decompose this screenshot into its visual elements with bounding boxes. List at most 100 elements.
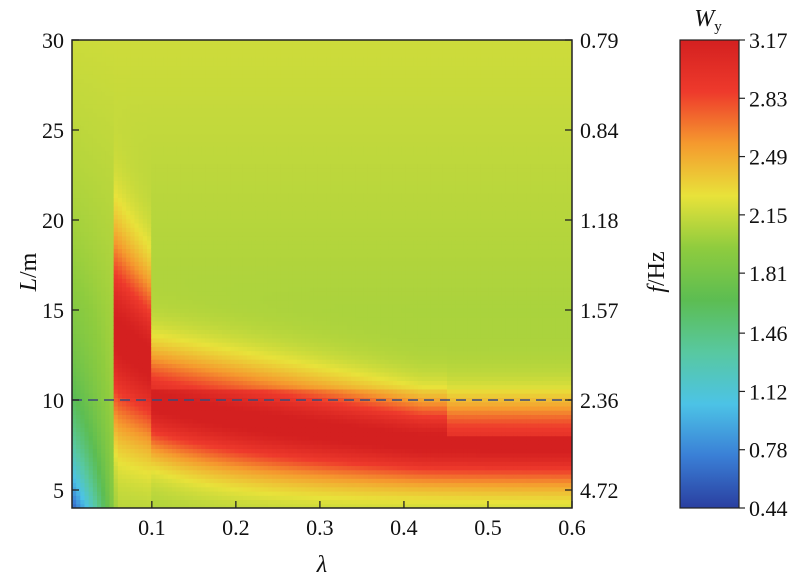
heatmap-cell <box>88 40 94 45</box>
heatmap-cell <box>234 210 240 216</box>
heatmap-cell <box>72 478 77 484</box>
heatmap-cell <box>176 490 181 496</box>
heatmap-cell <box>76 286 81 292</box>
heatmap-cell <box>84 252 90 258</box>
heatmap-cell <box>184 256 190 262</box>
heatmap-cell <box>201 418 206 424</box>
heatmap-cell <box>247 371 252 377</box>
heatmap-cell <box>172 167 177 173</box>
heatmap-cell <box>113 371 119 377</box>
heatmap-cell <box>247 367 252 373</box>
heatmap-cell <box>117 214 123 220</box>
heatmap-cell <box>242 359 248 364</box>
heatmap-cell <box>155 503 161 508</box>
heatmap-cell <box>130 312 136 318</box>
heatmap-cell <box>142 329 148 335</box>
heatmap-cell <box>130 261 136 267</box>
heatmap-cell <box>105 197 111 203</box>
heatmap-cell <box>188 410 194 415</box>
heatmap-cell <box>80 163 86 169</box>
heatmap-cell <box>205 108 211 113</box>
heatmap-cell <box>88 435 94 441</box>
heatmap-cell <box>255 103 261 109</box>
heatmap-cell <box>205 405 211 411</box>
heatmap-cell <box>172 316 177 322</box>
heatmap-cell <box>259 495 265 501</box>
heatmap-cell <box>209 478 215 484</box>
heatmap-cell <box>76 205 81 211</box>
heatmap-cell <box>226 197 231 203</box>
heatmap-cell <box>192 291 198 296</box>
heatmap-cell <box>247 422 252 428</box>
heatmap-cell <box>151 108 156 113</box>
heatmap-cell <box>217 197 223 203</box>
heatmap-cell <box>213 461 219 467</box>
heatmap-cell <box>234 465 240 471</box>
heatmap-cell <box>138 159 144 164</box>
heatmap-cell <box>122 44 127 50</box>
heatmap-cell <box>122 295 127 301</box>
heatmap-cell <box>172 142 177 147</box>
heatmap-cell <box>230 40 236 45</box>
heatmap-cell <box>172 452 177 458</box>
heatmap-cell <box>76 150 81 156</box>
heatmap-cell <box>72 431 77 437</box>
heatmap-cell <box>117 363 123 369</box>
heatmap-cell <box>155 159 161 164</box>
heatmap-cell <box>92 393 98 398</box>
heatmap-cell <box>117 495 123 501</box>
heatmap-cell <box>234 367 240 373</box>
heatmap-cell <box>72 125 77 130</box>
heatmap-cell <box>147 473 152 479</box>
heatmap-cell <box>155 478 161 484</box>
heatmap-cell <box>222 171 227 177</box>
heatmap-cell <box>259 308 265 313</box>
heatmap-cell <box>117 95 123 101</box>
heatmap-cell <box>222 456 227 462</box>
heatmap-cell <box>213 44 219 50</box>
heatmap-cell <box>138 337 144 343</box>
heatmap-cell <box>209 303 215 309</box>
heatmap-cell <box>97 503 102 508</box>
heatmap-cell <box>184 86 190 92</box>
heatmap-cell <box>113 171 119 177</box>
heatmap-cell <box>84 201 90 207</box>
heatmap-cell <box>247 418 252 424</box>
heatmap-cell <box>230 65 236 71</box>
heatmap-cell <box>213 388 219 394</box>
heatmap-cell <box>122 503 127 508</box>
heatmap-cell <box>138 448 144 454</box>
heatmap-cell <box>226 380 231 386</box>
heatmap-cell <box>109 112 115 118</box>
heatmap-cell <box>222 214 227 220</box>
heatmap-cell <box>134 154 140 160</box>
heatmap-cell <box>167 367 173 373</box>
heatmap-cell <box>147 367 152 373</box>
heatmap-cell <box>184 248 190 254</box>
heatmap-cell <box>226 74 231 79</box>
heatmap-cell <box>134 333 140 339</box>
heatmap-cell <box>142 274 148 279</box>
heatmap-cell <box>113 137 119 143</box>
heatmap-cell <box>117 252 123 258</box>
heatmap-cell <box>209 329 215 335</box>
heatmap-cell <box>113 499 119 505</box>
heatmap-cell <box>72 278 77 284</box>
heatmap-cell <box>142 371 148 377</box>
heatmap-cell <box>226 346 231 352</box>
heatmap-cell <box>205 418 211 424</box>
heatmap-cell <box>180 308 186 313</box>
heatmap-cell <box>176 303 181 309</box>
heatmap-cell <box>138 371 144 377</box>
heatmap-cell <box>97 486 102 492</box>
heatmap-cell <box>105 405 111 411</box>
heatmap-cell <box>251 95 256 101</box>
heatmap-cell <box>251 490 256 496</box>
heatmap-cell <box>226 108 231 113</box>
heatmap-cell <box>180 176 186 181</box>
heatmap-cell <box>213 401 219 407</box>
heatmap-cell <box>138 137 144 143</box>
heatmap-cell <box>247 227 252 233</box>
heatmap-cell <box>117 78 123 84</box>
heatmap-cell <box>230 214 236 220</box>
